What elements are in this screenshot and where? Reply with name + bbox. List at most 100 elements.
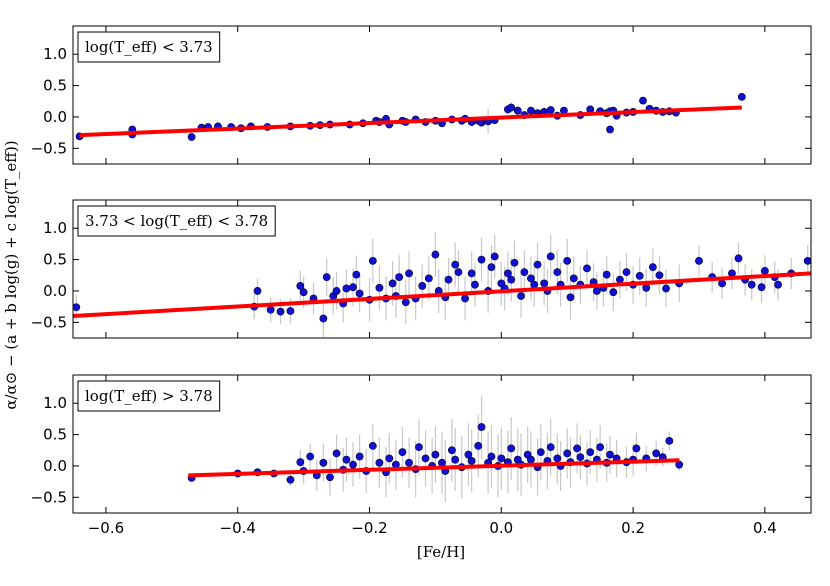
data-point xyxy=(342,455,351,464)
data-point xyxy=(286,307,295,315)
data-point xyxy=(296,458,305,467)
data-point xyxy=(527,106,535,115)
data-point xyxy=(405,269,413,278)
x-tick-label: 0.4 xyxy=(753,519,777,537)
data-point xyxy=(507,275,516,284)
data-point xyxy=(286,475,295,484)
panel-label: log(T_eff) < 3.73 xyxy=(85,38,213,56)
panel-plot-area xyxy=(187,395,684,503)
data-point xyxy=(507,444,516,453)
data-point xyxy=(332,449,341,458)
data-point xyxy=(464,450,473,459)
data-point xyxy=(760,266,769,275)
data-point xyxy=(490,252,499,261)
data-point xyxy=(642,283,651,292)
data-point xyxy=(477,255,486,264)
y-tick-label: 0.5 xyxy=(43,251,67,269)
data-point xyxy=(622,268,631,277)
y-tick-label: −0.5 xyxy=(31,139,67,157)
panel-1: −0.5 0.0 0.5 1.0 log(T_eff) < 3.73 xyxy=(31,25,812,165)
data-point xyxy=(662,284,670,293)
data-point xyxy=(510,258,519,267)
data-point xyxy=(497,454,506,463)
panel-label-box xyxy=(77,380,221,412)
data-point xyxy=(553,454,562,463)
x-tick-label: 0.0 xyxy=(489,519,513,537)
data-point xyxy=(632,444,641,453)
data-point xyxy=(319,314,328,323)
data-point xyxy=(517,292,525,300)
data-point xyxy=(602,270,611,279)
data-point xyxy=(609,288,618,297)
data-point xyxy=(266,305,275,314)
data-point xyxy=(444,275,453,284)
data-point xyxy=(530,280,539,289)
data-point xyxy=(635,271,644,280)
panel-2: −0.5 0.0 0.5 1.0 3.73 < log(T_eff) < 3.78 xyxy=(31,199,812,339)
panel-label-box xyxy=(77,205,276,237)
data-point xyxy=(639,96,647,105)
data-point xyxy=(553,268,562,277)
data-point xyxy=(573,444,581,453)
data-point xyxy=(648,263,657,272)
data-point xyxy=(652,449,661,458)
panel-frame xyxy=(72,25,812,165)
data-point xyxy=(418,282,427,290)
data-point xyxy=(540,279,549,288)
data-point xyxy=(507,103,516,112)
y-tick-label: 1.0 xyxy=(43,219,67,237)
data-point xyxy=(695,256,703,265)
data-point xyxy=(431,450,440,459)
data-point xyxy=(375,458,384,467)
y-tick-label: −0.5 xyxy=(31,313,67,331)
panel-label-box xyxy=(77,31,221,63)
data-point xyxy=(606,125,614,134)
data-point xyxy=(319,458,328,467)
data-point xyxy=(73,303,81,312)
panel-label: 3.73 < log(T_eff) < 3.78 xyxy=(85,212,268,230)
y-axis-title: α/α⊙ − (a + b log(g) + c log(T_eff)) xyxy=(2,140,20,409)
y-tick-label: 0.0 xyxy=(43,457,67,475)
fit-line xyxy=(79,105,742,138)
y-tick-label: 1.0 xyxy=(43,45,67,63)
data-point xyxy=(415,443,423,452)
data-point xyxy=(718,279,726,288)
data-point xyxy=(447,446,456,455)
data-point xyxy=(616,275,624,284)
data-point xyxy=(527,455,535,464)
data-point xyxy=(388,279,397,288)
data-point xyxy=(474,441,483,450)
data-point xyxy=(424,274,433,283)
data-point xyxy=(322,273,331,282)
data-point xyxy=(546,252,555,261)
data-point xyxy=(520,268,529,277)
data-point xyxy=(586,448,595,457)
data-point xyxy=(276,307,285,316)
data-point xyxy=(355,452,364,461)
data-point xyxy=(342,284,351,293)
panels: −0.5 0.0 0.5 1.0 log(T_eff) < 3.73 −0.5 0.0 0.5… xyxy=(31,25,812,537)
y-tick-label: 0.0 xyxy=(43,282,67,300)
data-point xyxy=(569,274,578,283)
data-point xyxy=(803,256,811,265)
x-tick-label: −0.4 xyxy=(220,519,256,537)
data-point xyxy=(385,454,394,463)
data-point xyxy=(747,280,756,289)
data-point xyxy=(332,287,341,295)
panel-plot-area xyxy=(75,92,746,141)
data-point xyxy=(368,256,377,265)
y-tick-label: 0.5 xyxy=(43,426,67,444)
y-tick-label: −0.5 xyxy=(31,488,67,506)
data-point xyxy=(655,271,664,280)
data-point xyxy=(467,269,476,278)
panel-3: −0.6 −0.4 −0.2 0.0 0.2 0.4 −0.5 0.0 0.5 1.0 log(T_… xyxy=(31,374,812,537)
fit-line xyxy=(73,271,811,319)
data-point xyxy=(546,443,555,452)
data-point xyxy=(431,250,440,259)
data-point xyxy=(563,449,572,458)
x-tick-label: −0.2 xyxy=(351,519,387,537)
data-point xyxy=(395,273,404,282)
data-point xyxy=(296,282,305,290)
data-point xyxy=(438,458,446,467)
data-point xyxy=(536,448,545,457)
